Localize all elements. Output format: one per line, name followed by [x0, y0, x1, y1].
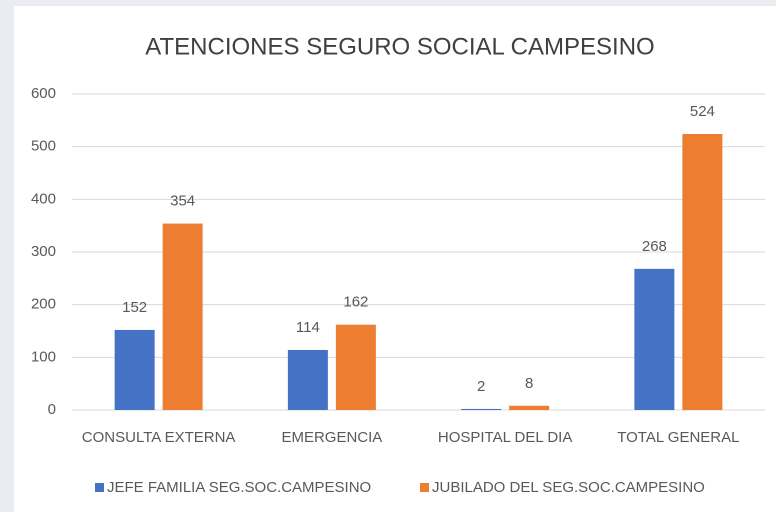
bar — [287, 349, 328, 410]
x-tick-label: HOSPITAL DEL DIA — [438, 429, 572, 446]
y-tick-label: 200 — [31, 296, 56, 313]
x-tick-label: CONSULTA EXTERNA — [82, 429, 236, 446]
data-label: 268 — [642, 238, 667, 255]
legend-label: JEFE FAMILIA SEG.SOC.CAMPESINO — [107, 479, 371, 496]
bar — [634, 268, 675, 410]
data-label: 114 — [296, 319, 320, 336]
chart-title: ATENCIONES SEGURO SOCIAL CAMPESINO — [145, 33, 654, 60]
y-tick-label: 600 — [31, 85, 56, 102]
y-tick-label: 100 — [31, 348, 56, 365]
x-tick-label: EMERGENCIA — [281, 429, 382, 446]
bar — [114, 329, 155, 410]
y-tick-label: 500 — [31, 138, 56, 155]
legend-swatch — [420, 483, 429, 492]
data-label: 152 — [122, 299, 147, 316]
bar — [162, 223, 203, 410]
bar — [682, 134, 723, 410]
data-label: 354 — [170, 193, 195, 210]
y-tick-label: 300 — [31, 243, 56, 260]
data-label: 524 — [690, 103, 715, 120]
data-label: 162 — [343, 294, 368, 311]
legend-swatch — [95, 483, 104, 492]
bar — [461, 408, 502, 410]
data-label: 2 — [477, 378, 485, 395]
bar — [335, 324, 376, 410]
bar — [509, 405, 550, 410]
x-tick-label: TOTAL GENERAL — [617, 429, 739, 446]
legend-label: JUBILADO DEL SEG.SOC.CAMPESINO — [432, 479, 705, 496]
chart-panel — [14, 6, 776, 512]
data-label: 8 — [525, 375, 533, 392]
y-tick-label: 400 — [31, 190, 56, 207]
y-tick-label: 0 — [48, 401, 56, 418]
